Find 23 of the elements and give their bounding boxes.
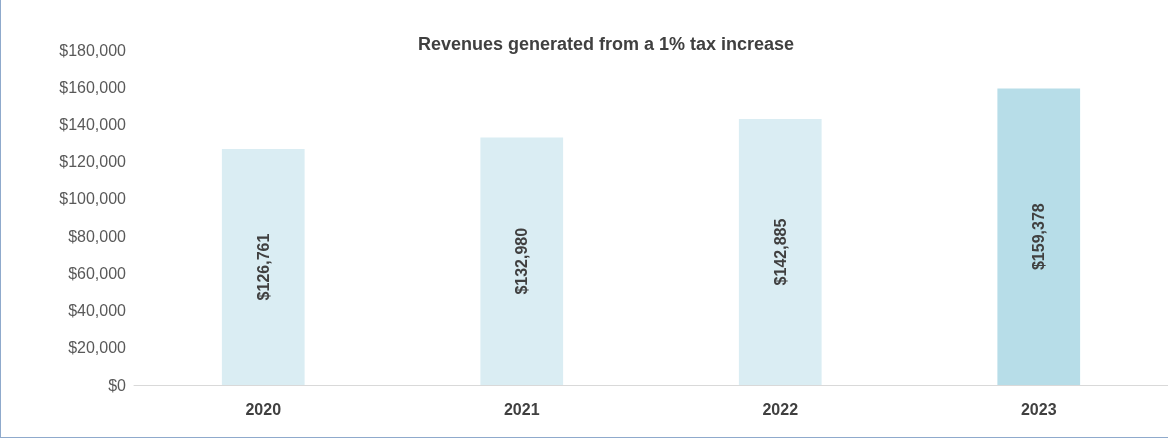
bar bbox=[480, 137, 564, 385]
bar bbox=[738, 119, 822, 385]
y-tick-label: $160,000 bbox=[59, 78, 127, 96]
y-tick-label: $140,000 bbox=[59, 115, 127, 133]
y-tick-label: $20,000 bbox=[68, 339, 127, 357]
x-tick-label: 2020 bbox=[245, 400, 282, 418]
chart-title: Revenues generated from a 1% tax increase bbox=[417, 34, 795, 54]
y-tick-label: $60,000 bbox=[68, 264, 127, 282]
x-tick-label: 2022 bbox=[762, 400, 799, 418]
data-label: $132,980 bbox=[513, 227, 531, 295]
x-tick-label: 2021 bbox=[503, 400, 540, 418]
data-label: $126,761 bbox=[254, 233, 272, 301]
y-tick-label: $40,000 bbox=[68, 302, 127, 320]
x-tick-label: 2023 bbox=[1020, 400, 1057, 418]
y-tick-label: $0 bbox=[108, 376, 127, 394]
bar bbox=[997, 88, 1081, 385]
y-tick-label: $100,000 bbox=[59, 190, 127, 208]
y-tick-label: $180,000 bbox=[59, 41, 127, 59]
bar bbox=[221, 149, 305, 385]
y-tick-label: $120,000 bbox=[59, 153, 127, 171]
data-label: $142,885 bbox=[771, 218, 789, 286]
data-label: $159,378 bbox=[1030, 203, 1048, 271]
y-tick-label: $80,000 bbox=[68, 227, 127, 245]
